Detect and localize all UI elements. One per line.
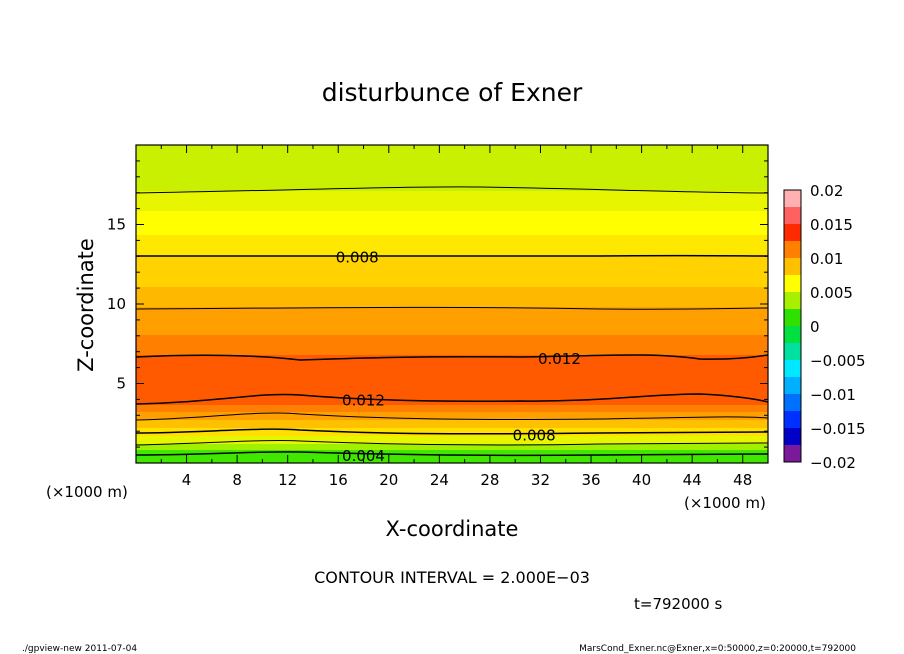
colorbar-swatch bbox=[784, 292, 801, 309]
z-axis-ticks: 5 10 15 bbox=[107, 144, 768, 464]
contour-label: 0.008 bbox=[336, 248, 379, 266]
contour-label: 0.012 bbox=[342, 391, 385, 409]
band-0.011-0.012 bbox=[136, 307, 768, 335]
colorbar-swatch bbox=[784, 343, 801, 360]
band-0.006-0.007 bbox=[136, 191, 768, 211]
contour-label: 0.008 bbox=[513, 426, 556, 444]
colorbar-label: 0.02 bbox=[810, 182, 843, 200]
contour-interval-text: CONTOUR INTERVAL = 2.000E−03 bbox=[314, 568, 590, 587]
x-tick-label: 12 bbox=[278, 471, 297, 489]
band-0.011-0.012-low bbox=[136, 412, 768, 420]
colorbar-swatch bbox=[784, 428, 801, 445]
contour-line bbox=[136, 428, 768, 435]
x-tick-label: 4 bbox=[182, 471, 192, 489]
x-tick-label: 48 bbox=[733, 471, 752, 489]
colorbar-label: 0.005 bbox=[810, 284, 853, 302]
z-tick-label: 15 bbox=[107, 216, 126, 234]
footer-right: MarsCond_Exner.nc@Exner,x=0:50000,z=0:20… bbox=[579, 644, 856, 654]
band-0.010-0.011-low bbox=[136, 420, 768, 428]
contour-line bbox=[136, 186, 768, 194]
band-0.008-0.010-low bbox=[136, 428, 768, 436]
colorbar-swatch bbox=[784, 190, 801, 207]
colorbar-swatch bbox=[784, 207, 801, 224]
contour-line bbox=[136, 440, 768, 446]
contour-line bbox=[136, 451, 768, 457]
time-text: t=792000 s bbox=[634, 595, 722, 613]
contour-line bbox=[136, 254, 768, 258]
x-tick-label: 24 bbox=[430, 471, 449, 489]
contour-line bbox=[136, 306, 768, 310]
band-0.012-0.013 bbox=[136, 335, 768, 355]
x-tick-label: 28 bbox=[480, 471, 499, 489]
colorbar-swatch bbox=[784, 360, 801, 377]
colorbar-swatch bbox=[784, 326, 801, 343]
band-0.012-0.013-low bbox=[136, 405, 768, 415]
colorbar-swatch bbox=[784, 241, 801, 258]
x-tick-label: 36 bbox=[581, 471, 600, 489]
contour-labels: 0.008 0.012 0.012 0.008 0.004 bbox=[336, 248, 581, 465]
x-axis-title: X-coordinate bbox=[386, 517, 519, 541]
x-tick-label: 32 bbox=[531, 471, 550, 489]
contour-line bbox=[136, 354, 768, 361]
colorbar-label: 0 bbox=[810, 318, 820, 336]
z-tick-label: 5 bbox=[116, 375, 126, 393]
contour-label: 0.012 bbox=[538, 350, 581, 368]
contour-plot bbox=[136, 145, 768, 463]
band-0.004-0.006-low bbox=[136, 444, 768, 450]
contour-line bbox=[136, 412, 768, 421]
colorbar-swatch bbox=[784, 445, 801, 462]
colorbar: 0.02 0.015 0.01 0.005 0 −0.005 −0.01 −0.015 −0.0… bbox=[783, 182, 866, 472]
contour-line bbox=[136, 393, 768, 405]
band-0.008-0.009 bbox=[136, 235, 768, 255]
colorbar-label: −0.015 bbox=[810, 420, 866, 438]
contour-label: 0.004 bbox=[342, 447, 385, 465]
colorbar-label: 0.015 bbox=[810, 216, 853, 234]
colorbar-swatch bbox=[784, 394, 801, 411]
colorbar-label: 0.01 bbox=[810, 250, 843, 268]
z-unit-label: (×1000 m) bbox=[46, 483, 128, 501]
colorbar-swatch bbox=[784, 224, 801, 241]
x-tick-label: 44 bbox=[683, 471, 702, 489]
z-axis-title: Z-coordinate bbox=[74, 238, 98, 372]
x-tick-label: 16 bbox=[329, 471, 348, 489]
z-tick-label: 10 bbox=[107, 295, 126, 313]
x-tick-label: 20 bbox=[379, 471, 398, 489]
band-0.006-0.008-low bbox=[136, 436, 768, 444]
colorbar-label: −0.005 bbox=[810, 352, 866, 370]
band-0.010-0.011 bbox=[136, 287, 768, 307]
colorbar-label: −0.01 bbox=[810, 386, 856, 404]
band-0.009-0.010 bbox=[136, 255, 768, 287]
colorbar-swatch bbox=[784, 377, 801, 394]
colorbar-label: −0.02 bbox=[810, 454, 856, 472]
colorbar-swatch bbox=[784, 275, 801, 292]
colorbar-swatch bbox=[784, 258, 801, 275]
x-tick-label: 8 bbox=[232, 471, 242, 489]
colorbar-ticks: 0.02 0.015 0.01 0.005 0 −0.005 −0.01 −0.015 −0.0… bbox=[810, 182, 866, 472]
x-unit-label: (×1000 m) bbox=[684, 494, 766, 512]
colorbar-swatch bbox=[784, 411, 801, 428]
band-0.007-0.008 bbox=[136, 211, 768, 235]
colorbar-frame bbox=[783, 189, 802, 463]
colorbar-swatch bbox=[784, 309, 801, 326]
x-axis-ticks: 4 8 12 16 20 24 28 32 36 40 44 48 bbox=[135, 145, 769, 489]
footer-left: ./gpview-new 2011-07-04 bbox=[22, 644, 137, 654]
chart-title: disturbunce of Exner bbox=[322, 78, 583, 107]
x-tick-label: 40 bbox=[632, 471, 651, 489]
band-0.002-0.004-low bbox=[136, 450, 768, 463]
